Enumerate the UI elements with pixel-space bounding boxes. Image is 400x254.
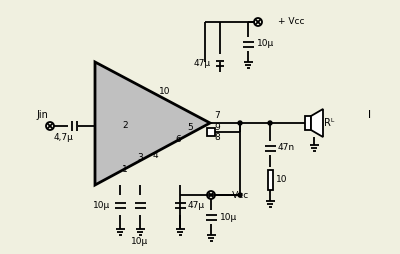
Text: 47μ: 47μ xyxy=(194,58,210,68)
Text: 10: 10 xyxy=(159,87,171,97)
Text: 2: 2 xyxy=(122,120,128,130)
Text: - Vcc: - Vcc xyxy=(226,190,248,199)
Text: 10μ: 10μ xyxy=(220,213,238,221)
Text: 8: 8 xyxy=(214,134,220,142)
Circle shape xyxy=(238,193,242,197)
Text: 10μ: 10μ xyxy=(93,200,111,210)
Circle shape xyxy=(238,121,242,125)
Text: 10μ: 10μ xyxy=(257,40,275,49)
Text: 4,7μ: 4,7μ xyxy=(54,134,74,142)
Circle shape xyxy=(268,121,272,125)
Text: 3: 3 xyxy=(137,153,143,163)
Text: 9: 9 xyxy=(214,123,220,133)
Polygon shape xyxy=(95,62,210,185)
Text: 1: 1 xyxy=(122,166,128,174)
Text: 47μ: 47μ xyxy=(188,200,204,210)
Text: 5: 5 xyxy=(187,122,193,132)
Text: 7: 7 xyxy=(214,110,220,119)
Text: Rᴸ: Rᴸ xyxy=(324,118,334,128)
Text: l: l xyxy=(368,110,372,120)
Text: 6: 6 xyxy=(175,135,181,145)
Text: 47n: 47n xyxy=(278,144,294,152)
Text: Jin: Jin xyxy=(36,110,48,120)
Bar xyxy=(268,170,272,190)
Text: 10: 10 xyxy=(276,176,288,184)
Text: + Vcc: + Vcc xyxy=(278,18,304,26)
Bar xyxy=(305,116,311,130)
Text: 4: 4 xyxy=(152,151,158,160)
Polygon shape xyxy=(311,109,323,137)
Text: 10μ: 10μ xyxy=(131,236,149,246)
Bar xyxy=(207,128,215,136)
